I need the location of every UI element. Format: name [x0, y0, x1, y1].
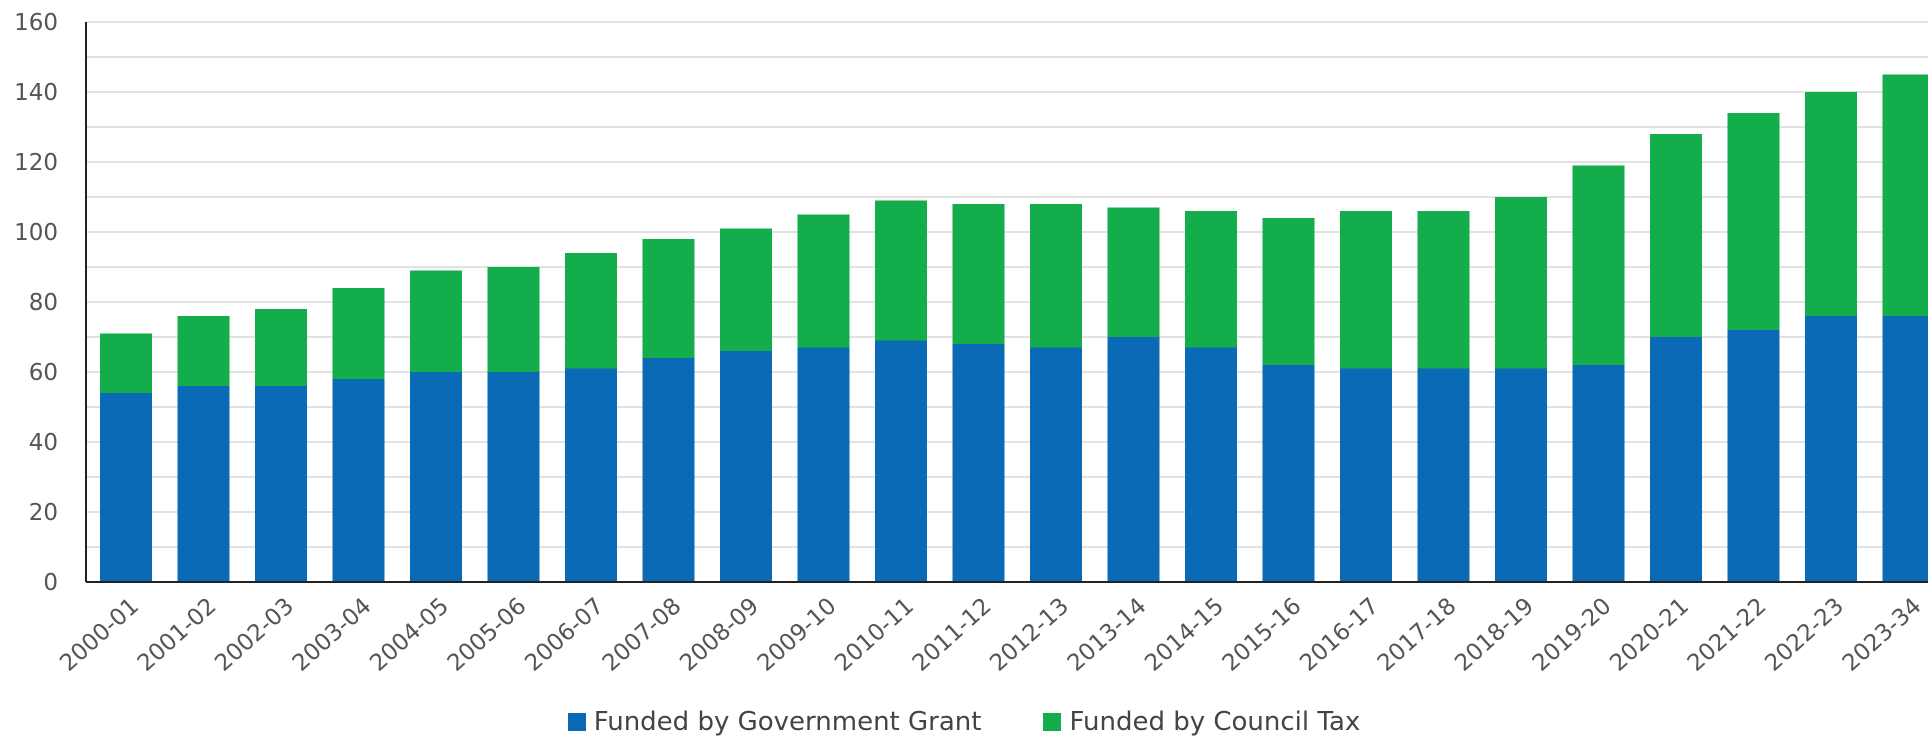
x-tick-label: 2000-01 [55, 593, 144, 677]
bar-segment-government-grant [720, 351, 772, 582]
x-tick-label: 2014-15 [1140, 593, 1229, 677]
x-tick-label: 2022-23 [1760, 593, 1849, 677]
bar-segment-council-tax [255, 309, 307, 386]
bar-segment-council-tax [100, 333, 152, 393]
bar-segment-government-grant [1185, 347, 1237, 582]
bar-segment-council-tax [1030, 204, 1082, 348]
x-tick-label: 2009-10 [753, 593, 842, 677]
x-tick-label: 2012-13 [985, 593, 1074, 677]
x-tick-label: 2005-06 [443, 593, 532, 677]
bar-segment-council-tax [1107, 207, 1160, 337]
bar-segment-government-grant [1417, 368, 1470, 582]
x-axis-ticks: 2000-012001-022002-032003-042004-052005-… [55, 593, 1926, 677]
bar-segment-council-tax [177, 316, 230, 386]
bar-segment-council-tax [1650, 134, 1702, 337]
bar-segment-government-grant [797, 347, 850, 582]
y-tick-label: 140 [14, 80, 58, 106]
x-tick-label: 2003-04 [288, 593, 377, 677]
x-tick-label: 2020-21 [1605, 593, 1694, 677]
x-tick-label: 2018-19 [1450, 593, 1539, 677]
y-tick-label: 20 [29, 500, 58, 526]
legend-swatch-government-grant [567, 712, 586, 731]
bar-segment-government-grant [177, 386, 230, 582]
x-tick-label: 2010-11 [830, 593, 919, 677]
bar-segment-government-grant [565, 368, 617, 582]
bar-segment-council-tax [1495, 197, 1547, 369]
bar-segment-council-tax [1262, 218, 1315, 365]
bar-segment-council-tax [1882, 74, 1928, 316]
y-tick-label: 120 [14, 150, 58, 176]
bar-segment-council-tax [875, 200, 927, 341]
bar-segment-council-tax [1805, 92, 1857, 316]
bar-segment-government-grant [100, 393, 152, 582]
bar-segment-council-tax [410, 270, 462, 372]
bar-segment-government-grant [1650, 337, 1702, 582]
bar-segment-council-tax [1340, 211, 1392, 369]
bar-segment-government-grant [1107, 337, 1160, 582]
bar-segment-government-grant [1727, 330, 1780, 582]
x-tick-label: 2013-14 [1063, 593, 1152, 677]
x-tick-label: 2007-08 [598, 593, 687, 677]
bar-segment-government-grant [1805, 316, 1857, 582]
bar-segment-government-grant [875, 340, 927, 582]
bar-segment-council-tax [332, 288, 385, 379]
bar-segment-government-grant [410, 372, 462, 582]
bar-segment-government-grant [642, 358, 695, 582]
x-tick-label: 2016-17 [1295, 593, 1384, 677]
y-tick-label: 60 [29, 360, 58, 386]
bar-segment-government-grant [952, 344, 1005, 582]
bar-segment-government-grant [1572, 365, 1625, 582]
legend: Funded by Government Grant Funded by Cou… [0, 706, 1928, 737]
x-tick-label: 2019-20 [1528, 593, 1617, 677]
x-tick-label: 2017-18 [1373, 593, 1462, 677]
x-tick-label: 2021-22 [1683, 593, 1772, 677]
bars [100, 74, 1928, 582]
bar-segment-council-tax [565, 253, 617, 369]
bar-segment-council-tax [1417, 211, 1470, 369]
x-tick-label: 2001-02 [133, 593, 222, 677]
legend-label-government-grant: Funded by Government Grant [593, 706, 982, 737]
bar-segment-council-tax [642, 239, 695, 358]
x-tick-label: 2008-09 [675, 593, 764, 677]
x-tick-label: 2023-34 [1838, 593, 1927, 677]
y-tick-label: 100 [14, 220, 58, 246]
y-axis-ticks: 0 20 40 60 80 100 120 140 160 [14, 10, 58, 596]
bar-segment-government-grant [1030, 347, 1082, 582]
stacked-bar-chart: 0 20 40 60 80 100 120 140 160 2000-012001-022002… [14, 10, 1928, 677]
x-tick-label: 2002-03 [210, 593, 299, 677]
legend-item-council-tax: Funded by Council Tax [1043, 706, 1360, 737]
bar-segment-council-tax [1572, 165, 1625, 365]
bar-segment-council-tax [1185, 211, 1237, 348]
bar-segment-council-tax [1727, 113, 1780, 330]
x-tick-label: 2004-05 [365, 593, 454, 677]
y-tick-label: 0 [43, 570, 58, 596]
legend-label-council-tax: Funded by Council Tax [1069, 706, 1361, 737]
gridlines [86, 21, 1928, 548]
bar-segment-government-grant [332, 379, 385, 582]
bar-segment-government-grant [1495, 368, 1547, 582]
y-tick-label: 80 [29, 290, 58, 316]
bar-segment-government-grant [255, 386, 307, 582]
bar-segment-council-tax [952, 204, 1005, 344]
bar-segment-council-tax [720, 228, 772, 351]
y-tick-label: 160 [14, 10, 58, 36]
bar-segment-government-grant [487, 372, 540, 582]
x-tick-label: 2011-12 [908, 593, 997, 677]
legend-item-government-grant: Funded by Government Grant [567, 706, 982, 737]
bar-segment-government-grant [1262, 365, 1315, 582]
bar-segment-government-grant [1340, 368, 1392, 582]
y-tick-label: 40 [29, 430, 58, 456]
legend-swatch-council-tax [1043, 712, 1062, 731]
bar-segment-council-tax [487, 267, 540, 372]
x-tick-label: 2015-16 [1218, 593, 1307, 677]
x-tick-label: 2006-07 [520, 593, 609, 677]
bar-segment-council-tax [797, 214, 850, 348]
bar-segment-government-grant [1882, 316, 1928, 582]
